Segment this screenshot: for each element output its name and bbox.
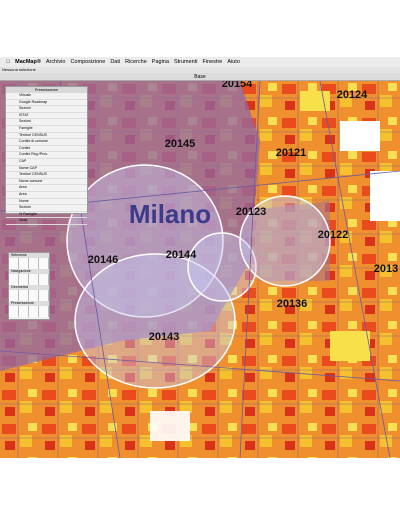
layer-row[interactable]: Nome CAP: [6, 166, 87, 173]
tool-buttons[interactable]: [9, 258, 49, 269]
layer-row[interactable]: Confini: [6, 146, 87, 153]
layer-row[interactable]: Sezioni: [6, 119, 87, 126]
tool-buttons[interactable]: [9, 290, 49, 301]
menu-item[interactable]: Archivio: [41, 59, 66, 65]
menu-item[interactable]: Composizione: [66, 59, 105, 65]
menu-item[interactable]: Aiuto: [223, 59, 240, 65]
menu-item[interactable]: MacMap®: [11, 59, 41, 65]
apple-logo[interactable]: : [6, 59, 10, 65]
zip-label: 20123: [236, 206, 267, 218]
layer-row[interactable]: % Famiglie: [6, 212, 87, 219]
city-label: Milano: [129, 199, 211, 229]
zip-label: 20146: [88, 254, 119, 266]
tool-buttons[interactable]: [9, 274, 49, 285]
layer-row[interactable]: Nome comune: [6, 179, 87, 186]
layer-row[interactable]: Territori CENSUS: [6, 172, 87, 179]
layer-row[interactable]: Nome: [6, 199, 87, 206]
zip-label: 2013: [374, 263, 398, 275]
layer-row[interactable]: ISTAT: [6, 113, 87, 120]
tool-buttons[interactable]: [9, 306, 49, 317]
menu-item[interactable]: Ricerche: [120, 59, 147, 65]
tools-palette: Selezione Navigazione Geometria Presentazio…: [8, 252, 50, 320]
layer-row[interactable]: Confini Reg./Prov.: [6, 152, 87, 159]
layer-row[interactable]: Confini di comune: [6, 139, 87, 146]
zip-label: 20144: [166, 249, 197, 261]
map: 20154 20124 20145 20121 Milano 20123 20122 2014…: [0, 81, 400, 458]
menu-item[interactable]: Strumenti: [169, 59, 198, 65]
layer-row[interactable]: Google Roadmap: [6, 100, 87, 107]
tool-section: Presentazione: [9, 301, 49, 306]
menu-item[interactable]: Pagina: [147, 59, 169, 65]
zip-label: 20143: [149, 331, 180, 343]
tool-section: Selezione: [9, 253, 49, 258]
layer-row[interactable]: Area: [6, 185, 87, 192]
zip-label: 20154: [222, 81, 253, 90]
menu-item[interactable]: Dati: [106, 59, 120, 65]
status-bar: Nessuna selezione: [0, 67, 400, 73]
layer-row[interactable]: Virtuale: [6, 93, 87, 100]
zip-label: 20136: [277, 298, 308, 310]
menu-item[interactable]: Finestre: [198, 59, 222, 65]
menu-bar: MacMap®ArchivioComposizioneDatiRicerche…: [0, 57, 400, 67]
layer-row[interactable]: Famiglie: [6, 126, 87, 133]
layer-row[interactable]: Territori CENSUS: [6, 133, 87, 140]
palette-footer[interactable]: Vista: [6, 218, 87, 225]
zip-label: 20124: [337, 89, 368, 101]
layers-palette: Presentazione Virtuale Google Roadmap Sezi…: [5, 86, 88, 225]
palette-title: Presentazione: [6, 87, 87, 93]
zip-label: 20122: [318, 229, 349, 241]
layer-row[interactable]: CAP: [6, 159, 87, 166]
tool-section: Geometria: [9, 285, 49, 290]
layer-row[interactable]: Sezioni: [6, 205, 87, 212]
zip-label: 20145: [165, 138, 196, 150]
tool-section: Navigazione: [9, 269, 49, 274]
layer-row[interactable]: Sezioni: [6, 106, 87, 113]
window-title: Base: [0, 73, 400, 81]
layer-row[interactable]: Area: [6, 192, 87, 199]
zip-label: 20121: [276, 147, 307, 159]
